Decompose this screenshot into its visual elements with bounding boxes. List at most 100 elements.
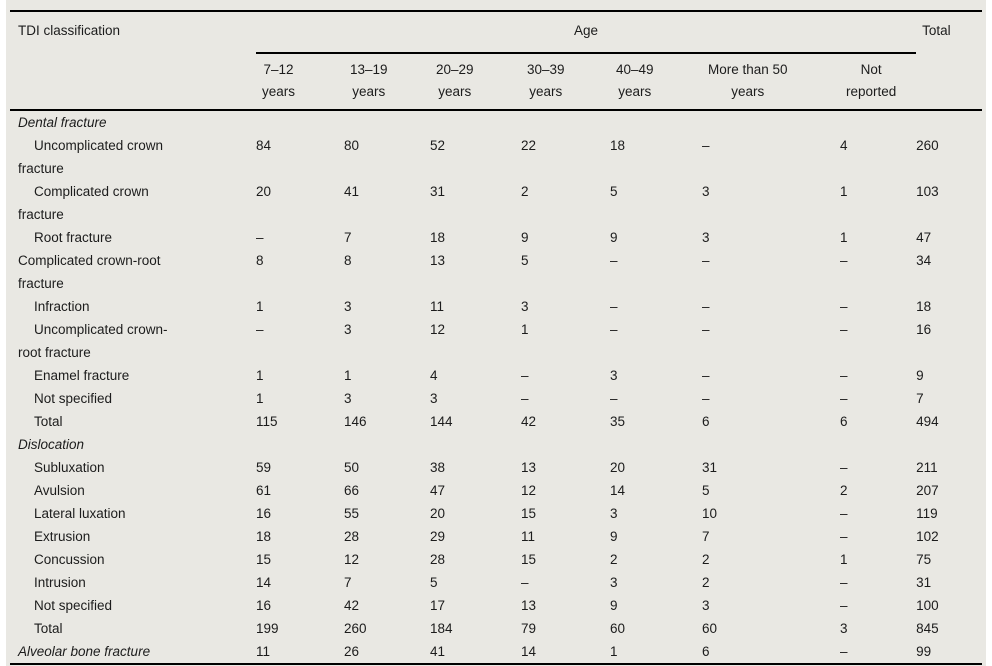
value-cell: 12 — [430, 322, 446, 337]
age-range: 20–29 — [436, 62, 474, 77]
value-cell: 3 — [610, 506, 618, 521]
table-row: Complicated crown fracture 20 41 31 2 5 3 1 103 — [10, 180, 982, 226]
value-cell: 9 — [521, 230, 529, 245]
value-cell: 2 — [702, 575, 710, 590]
value-cell: 18 — [430, 230, 446, 245]
col-header-age-more-than-50: More than 50 years — [702, 53, 840, 111]
value-cell: 2 — [610, 552, 618, 567]
col-header-age-13-19: 13–19 years — [344, 53, 430, 111]
total-cell: 494 — [916, 414, 939, 429]
value-cell: 3 — [702, 184, 710, 199]
value-cell: – — [840, 299, 848, 314]
table-row: Uncomplicated crown fracture 84 80 52 22 18 – 4… — [10, 134, 982, 180]
total-cell: 47 — [916, 230, 932, 245]
value-cell: – — [702, 391, 710, 406]
value-cell: 2 — [702, 552, 710, 567]
value-cell: 199 — [256, 621, 279, 636]
value-cell: 28 — [344, 529, 360, 544]
value-cell: – — [840, 391, 848, 406]
total-cell: 99 — [916, 644, 932, 659]
value-cell: 1 — [840, 184, 848, 199]
table-row: Not specified 1 3 3 – – – – 7 — [10, 387, 982, 410]
row-label: Subluxation — [34, 460, 105, 475]
col-header-age-30-39: 30–39 years — [521, 53, 610, 111]
value-cell: – — [702, 322, 710, 337]
value-cell: – — [256, 322, 264, 337]
table-row: Complicated crown-root fracture 8 8 13 5 – – – 3… — [10, 249, 982, 295]
value-cell: 5 — [430, 575, 438, 590]
value-cell — [610, 110, 702, 134]
value-cell: 1 — [256, 391, 264, 406]
value-cell: 15 — [521, 552, 537, 567]
value-cell: 3 — [840, 621, 848, 636]
value-cell: – — [840, 253, 848, 268]
total-cell: 119 — [916, 506, 938, 521]
col-header-age-20-29: 20–29 years — [430, 53, 521, 111]
value-cell: 3 — [344, 322, 352, 337]
col-header-age-40-49: 40–49 years — [610, 53, 702, 111]
value-cell: 1 — [610, 644, 618, 659]
value-cell: 60 — [702, 621, 718, 636]
value-cell: 5 — [521, 253, 529, 268]
age-unit: years — [262, 84, 296, 99]
value-cell: – — [702, 138, 710, 153]
value-cell: 6 — [702, 644, 710, 659]
value-cell: 3 — [702, 598, 710, 613]
value-cell — [610, 433, 702, 456]
value-cell: 1 — [521, 322, 529, 337]
value-cell: 144 — [430, 414, 453, 429]
table-row: Not specified 16 42 17 13 9 3 – 100 — [10, 594, 982, 617]
row-label: Total — [34, 621, 63, 636]
age-range: More than 50 — [708, 62, 788, 77]
row-label: Not specified — [34, 598, 113, 613]
row-label: Uncomplicated crown fracture — [18, 138, 164, 176]
value-cell: 20 — [430, 506, 446, 521]
table-row: Concussion 15 12 28 15 2 2 1 75 — [10, 548, 982, 571]
table-row: Enamel fracture 1 1 4 – 3 – – 9 — [10, 364, 982, 387]
row-label: Alveolar bone fracture — [18, 644, 151, 659]
table-body: Dental fracture Uncomplicated crown fract… — [10, 110, 982, 664]
value-cell: 59 — [256, 460, 272, 475]
value-cell — [702, 110, 840, 134]
row-label: Intrusion — [34, 575, 86, 590]
table-row: Avulsion 61 66 47 12 14 5 2 207 — [10, 479, 982, 502]
total-cell: 18 — [916, 299, 932, 314]
row-label: Complicated crown fracture — [18, 184, 149, 222]
value-cell: – — [610, 391, 618, 406]
value-cell: 2 — [840, 483, 848, 498]
row-label: Enamel fracture — [34, 368, 130, 383]
age-unit: years — [438, 84, 472, 99]
value-cell — [344, 433, 430, 456]
value-cell: – — [702, 368, 710, 383]
header-row-2: 7–12 years 13–19 years 20–29 years 30–39 yea… — [10, 53, 982, 111]
total-cell: 34 — [916, 253, 932, 268]
table-row: Intrusion 14 7 5 – 3 2 – 31 — [10, 571, 982, 594]
value-cell: – — [256, 230, 264, 245]
value-cell: 38 — [430, 460, 446, 475]
value-cell: 3 — [344, 299, 352, 314]
total-cell — [916, 433, 982, 456]
age-range: 30–39 — [527, 62, 565, 77]
age-unit: years — [529, 84, 563, 99]
value-cell: 79 — [521, 621, 537, 636]
value-cell: 260 — [344, 621, 367, 636]
value-cell: – — [521, 575, 529, 590]
value-cell: 26 — [344, 644, 360, 659]
age-range: 7–12 — [263, 62, 294, 77]
value-cell: 18 — [256, 529, 272, 544]
value-cell: 35 — [610, 414, 626, 429]
col-header-total: Total — [916, 11, 983, 111]
value-cell: 3 — [344, 391, 352, 406]
value-cell — [256, 110, 344, 134]
table-row: Lateral luxation 16 55 20 15 3 10 – 119 — [10, 502, 982, 525]
value-cell: 61 — [256, 483, 272, 498]
value-cell — [344, 110, 430, 134]
row-label: Lateral luxation — [34, 506, 126, 521]
value-cell: – — [521, 391, 529, 406]
value-cell: 42 — [521, 414, 537, 429]
table-row: Subluxation 59 50 38 13 20 31 – 211 — [10, 456, 982, 479]
value-cell: 9 — [610, 230, 618, 245]
value-cell: 55 — [344, 506, 360, 521]
table-row: Dental fracture — [10, 110, 982, 134]
value-cell: 42 — [344, 598, 360, 613]
